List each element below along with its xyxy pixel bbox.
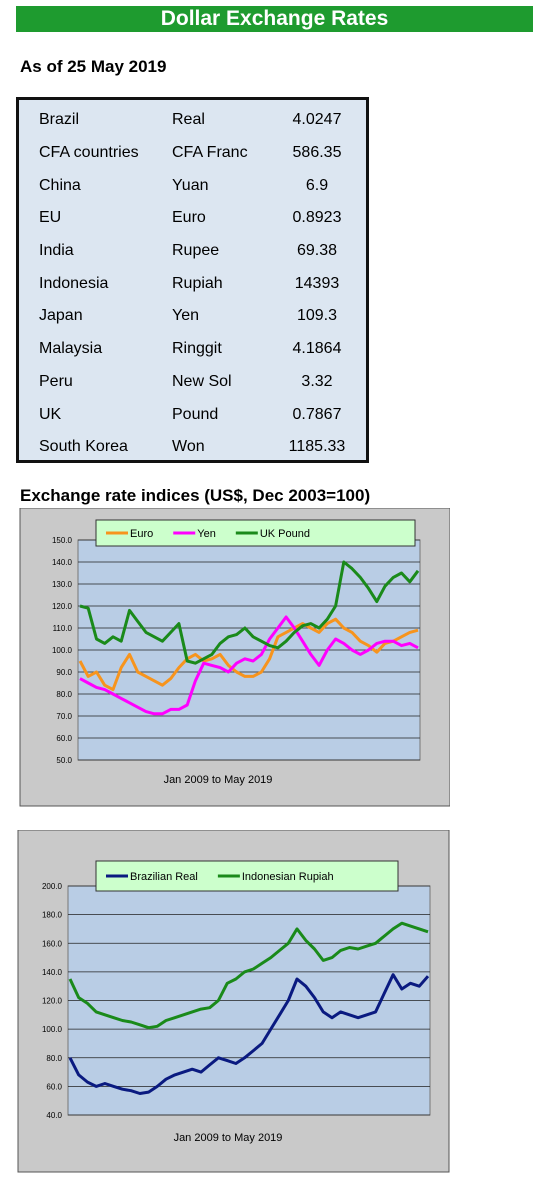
currency: Yen — [172, 307, 199, 325]
rate: 3.32 — [301, 372, 333, 390]
table-row: CFA countries CFA Franc 586.35 — [39, 137, 362, 170]
x-axis-label: Jan 2009 to May 2019 — [174, 1132, 283, 1144]
rate: 0.7867 — [292, 405, 342, 423]
currency: Yuan — [172, 176, 209, 194]
data-line — [68, 973, 430, 1095]
y-tick-label: 130.0 — [52, 580, 73, 589]
table-row: Peru New Sol 3.32 — [39, 366, 362, 399]
legend-label: Indonesian Rupiah — [242, 871, 334, 883]
section-title: Exchange rate indices (US$, Dec 2003=100… — [20, 486, 371, 505]
country: Peru — [39, 372, 73, 390]
y-tick-label: 40.0 — [46, 1111, 62, 1120]
country: Japan — [39, 307, 83, 325]
data-line — [68, 921, 429, 1030]
date-line: As of 25 May 2019 — [20, 57, 167, 76]
country: UK — [39, 405, 62, 423]
rate: 1185.33 — [288, 438, 346, 456]
country: Brazil — [39, 111, 80, 129]
country: Indonesia — [39, 274, 109, 292]
y-tick-label: 70.0 — [56, 712, 72, 721]
currency: Rupiah — [172, 274, 223, 292]
legend-label: Euro — [130, 528, 153, 540]
rate: 6.9 — [305, 176, 329, 194]
y-tick-label: 100.0 — [42, 1025, 63, 1034]
y-tick-label: 110.0 — [53, 624, 73, 633]
table-row: India Rupee 69.38 — [39, 235, 362, 268]
y-tick-label: 200.0 — [42, 882, 63, 891]
rate: 14393 — [294, 274, 340, 292]
legend-box — [95, 860, 399, 892]
rate: 69.38 — [296, 242, 338, 260]
chart: 50.0 60.0 70.0 80.0 90.0 100.0 110.0 120.0 130.0… — [19, 508, 450, 807]
data-line — [79, 615, 419, 716]
y-tick-label: 50.0 — [56, 756, 72, 765]
table-row: EU Euro 0.8923 — [39, 202, 362, 235]
table-row: South Korea Won 1185.33 — [39, 431, 362, 464]
legend-label: UK Pound — [260, 528, 310, 540]
table-row: Malaysia Ringgit 4.1864 — [39, 333, 362, 366]
rate: 109.3 — [296, 307, 338, 325]
legend-label: Yen — [197, 528, 216, 540]
table-row: UK Pound 0.7867 — [39, 398, 362, 431]
y-tick-label: 60.0 — [46, 1082, 62, 1091]
chart: 40.0 60.0 80.0 100.0 120.0 140.0 160.0 180.0 200… — [17, 830, 450, 1173]
x-axis-label: Jan 2009 to May 2019 — [164, 774, 273, 786]
y-tick-label: 80.0 — [46, 1054, 62, 1063]
currency: Real — [172, 111, 205, 129]
country: CFA countries — [39, 144, 139, 162]
country: Malaysia — [39, 340, 103, 358]
country: China — [39, 176, 81, 194]
table-row: Brazil Real 4.0247 — [39, 104, 362, 137]
y-tick-label: 100.0 — [52, 646, 73, 655]
y-tick-label: 60.0 — [56, 734, 72, 743]
y-tick-label: 140.0 — [42, 968, 63, 977]
currency: Rupee — [172, 242, 220, 260]
currency: Won — [172, 438, 205, 456]
legend-label: Brazilian Real — [130, 871, 198, 883]
y-tick-label: 180.0 — [42, 911, 63, 920]
currency: Euro — [172, 209, 206, 227]
page-title: Dollar Exchange Rates — [16, 6, 533, 32]
y-tick-label: 120.0 — [52, 602, 73, 611]
rate: 586.35 — [292, 144, 342, 162]
rate: 4.0247 — [292, 111, 342, 129]
y-tick-label: 160.0 — [42, 939, 63, 948]
table-row: Japan Yen 109.3 — [39, 300, 362, 333]
rate: 4.1864 — [292, 340, 342, 358]
y-tick-label: 80.0 — [56, 690, 72, 699]
data-line — [78, 617, 419, 692]
currency: CFA Franc — [172, 144, 248, 162]
currency: Pound — [172, 405, 219, 423]
country: EU — [39, 209, 62, 227]
rate: 0.8923 — [292, 209, 342, 227]
currency: New Sol — [172, 372, 232, 390]
y-tick-label: 140.0 — [52, 558, 73, 567]
country: South Korea — [39, 438, 128, 456]
rate-table: Brazil Real 4.0247 CFA countries CFA Franc 58… — [16, 97, 369, 463]
data-line — [79, 560, 420, 665]
table-row: China Yuan 6.9 — [39, 169, 362, 202]
table-row: Indonesia Rupiah 14393 — [39, 267, 362, 300]
currency: Ringgit — [172, 340, 222, 358]
country: India — [39, 242, 74, 260]
y-tick-label: 120.0 — [42, 997, 63, 1006]
y-tick-label: 90.0 — [56, 668, 72, 677]
y-tick-label: 150.0 — [52, 536, 73, 545]
